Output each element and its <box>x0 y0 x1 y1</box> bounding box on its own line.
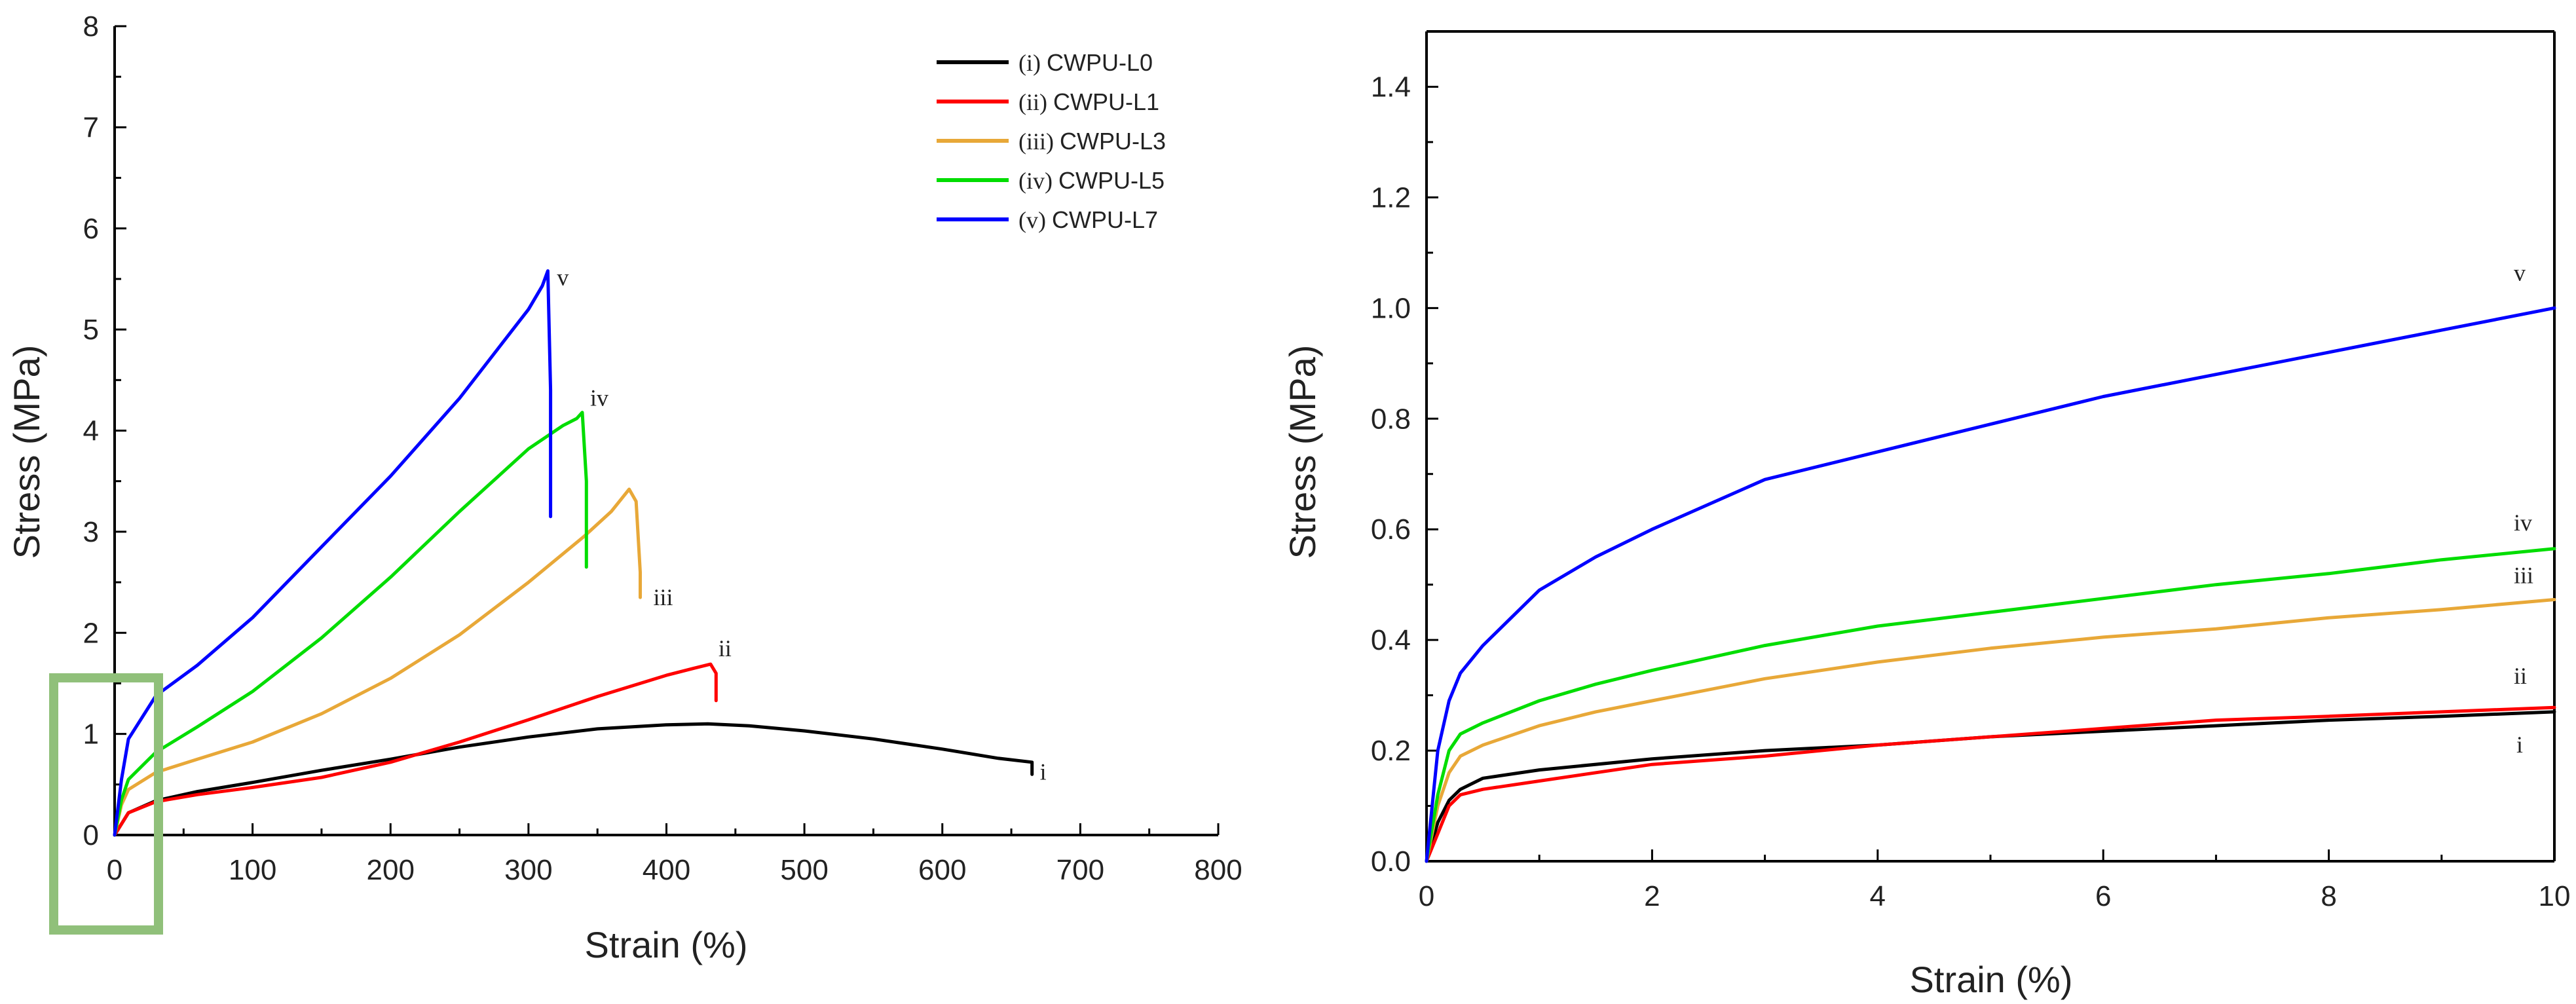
right-series-cwpu-l0 <box>1425 710 2556 863</box>
right-x-tick-label: 4 <box>1870 880 1886 912</box>
left-y-tick-label: 0 <box>83 819 99 851</box>
legend-name: CWPU-L0 <box>1047 49 1153 76</box>
legend-name: CWPU-L3 <box>1060 128 1166 155</box>
right-series-cwpu-l7 <box>1425 306 2556 863</box>
left-x-tick-label: 200 <box>367 854 415 886</box>
left-series-cwpu-l0 <box>113 722 1034 837</box>
left-curve-label-i: i <box>1040 758 1047 785</box>
right-curve-label-i: i <box>2516 732 2523 758</box>
legend-label-cwpu-l7: (v) CWPU-L7 <box>1018 206 1158 233</box>
left-x-tick-label: 300 <box>504 854 552 886</box>
right-x-tick-label: 2 <box>1644 880 1660 912</box>
left-y-tick-label: 7 <box>83 111 99 143</box>
highlight-box <box>49 673 163 935</box>
left-curve-label-ii: ii <box>719 635 732 661</box>
right-chart: Stress (MPa) Strain (%) 0 2 4 6 8 10 0.0 0.2 0.4… <box>1282 30 2571 1000</box>
left-series-cwpu-l7 <box>113 269 553 837</box>
left-curve-label-iii: iii <box>653 584 673 610</box>
legend-name: CWPU-L7 <box>1052 206 1158 233</box>
right-curve-label-iv: iv <box>2514 510 2532 536</box>
right-y-tick-label: 1.2 <box>1371 181 1411 214</box>
left-series-cwpu-l3 <box>113 487 642 837</box>
left-chart: Stress (MPa) Strain (%) 0 100 200 300 400 500… <box>6 10 1242 965</box>
legend-label-cwpu-l1: (ii) CWPU-L1 <box>1018 88 1159 115</box>
legend-name: CWPU-L5 <box>1058 167 1165 194</box>
legend-label-cwpu-l5: (iv) CWPU-L5 <box>1018 167 1165 194</box>
legend-roman: (iv) <box>1018 168 1058 194</box>
left-x-tick-label: 600 <box>918 854 966 886</box>
left-y-tick-label: 8 <box>83 10 99 43</box>
legend-roman: (i) <box>1018 50 1047 76</box>
left-y-tick-label: 1 <box>83 718 99 751</box>
left-x-tick-label: 0 <box>107 854 122 886</box>
right-y-tick-label: 0.4 <box>1371 624 1411 656</box>
right-series-cwpu-l5 <box>1425 547 2556 863</box>
right-y-tick-label: 1.4 <box>1371 71 1411 103</box>
right-curve-label-ii: ii <box>2514 663 2527 689</box>
left-x-tick-label: 100 <box>229 854 276 886</box>
right-x-tick-label: 6 <box>2095 880 2111 912</box>
right-curve-label-iii: iii <box>2514 562 2533 588</box>
legend-name: CWPU-L1 <box>1053 88 1159 115</box>
left-curve-label-v: v <box>557 265 569 291</box>
right-x-tick-label: 10 <box>2539 880 2571 912</box>
left-y-tick-label: 2 <box>83 617 99 649</box>
left-x-axis-title: Strain (%) <box>585 924 748 965</box>
legend-roman: (ii) <box>1018 89 1053 115</box>
legend-label-cwpu-l0: (i) CWPU-L0 <box>1018 49 1153 76</box>
right-y-axis-title: Stress (MPa) <box>1282 345 1323 559</box>
left-x-tick-label: 500 <box>780 854 828 886</box>
right-y-tick-label: 0.6 <box>1371 513 1411 546</box>
right-x-tick-label: 0 <box>1419 880 1434 912</box>
right-y-tick-label: 0.0 <box>1371 846 1411 878</box>
right-y-tick-label: 0.2 <box>1371 735 1411 767</box>
left-y-tick-label: 5 <box>83 314 99 346</box>
right-series-cwpu-l1 <box>1425 705 2556 863</box>
left-x-tick-label: 400 <box>643 854 690 886</box>
legend-roman: (v) <box>1018 207 1052 233</box>
left-x-tick-label: 800 <box>1194 854 1242 886</box>
left-y-tick-label: 4 <box>83 415 99 447</box>
legend-roman: (iii) <box>1018 128 1060 155</box>
left-y-tick-label: 6 <box>83 213 99 245</box>
left-x-tick-label: 700 <box>1056 854 1104 886</box>
right-y-tick-label: 0.8 <box>1371 403 1411 435</box>
left-y-tick-label: 3 <box>83 516 99 548</box>
right-x-axis-title: Strain (%) <box>1910 959 2073 1000</box>
right-x-tick-label: 8 <box>2321 880 2336 912</box>
left-series-cwpu-l1 <box>113 662 718 837</box>
legend-label-cwpu-l3: (iii) CWPU-L3 <box>1018 128 1166 155</box>
left-curve-label-iv: iv <box>590 385 608 411</box>
right-y-tick-label: 1.0 <box>1371 292 1411 324</box>
left-series-cwpu-l5 <box>113 411 588 837</box>
left-y-axis-title: Stress (MPa) <box>6 345 47 559</box>
right-series-cwpu-l3 <box>1425 598 2556 863</box>
right-curve-label-v: v <box>2514 259 2526 286</box>
